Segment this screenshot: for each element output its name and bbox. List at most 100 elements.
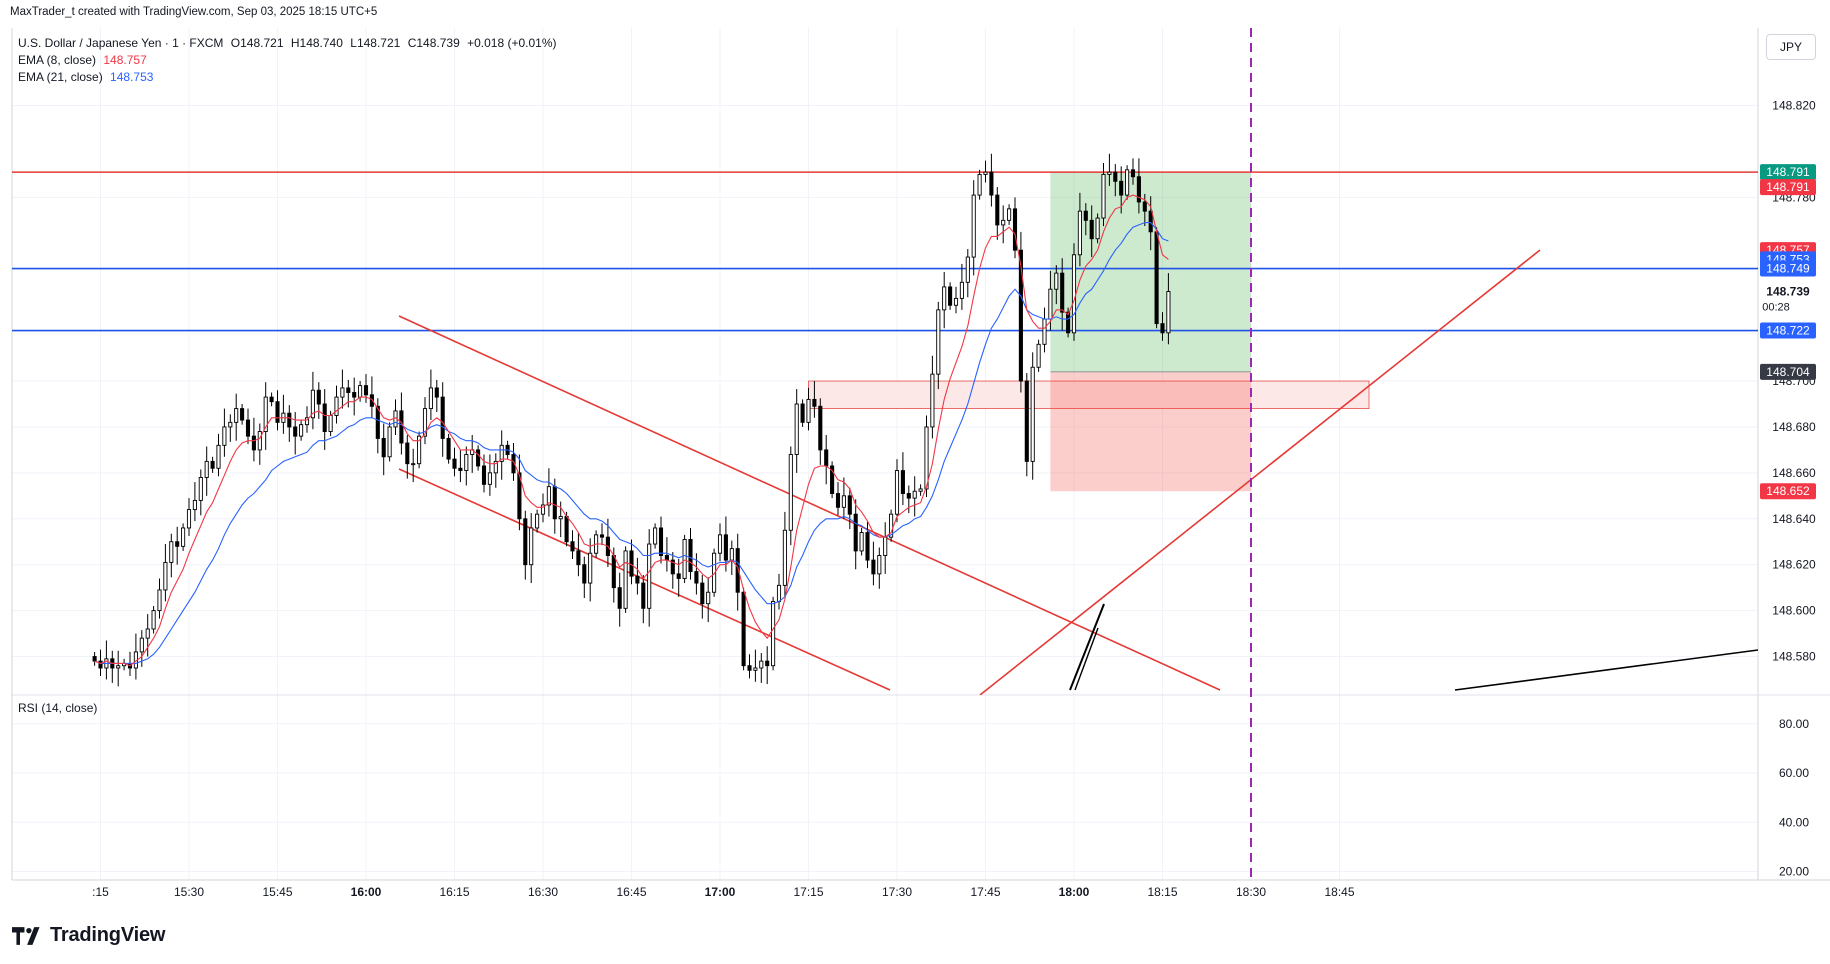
candle-up bbox=[971, 194, 976, 258]
candle-up bbox=[959, 281, 964, 299]
candle-up bbox=[682, 538, 687, 579]
candle-down bbox=[1083, 210, 1088, 221]
candle-up bbox=[1071, 254, 1077, 334]
ema21-line bbox=[94, 222, 1169, 664]
candle-up bbox=[759, 660, 764, 669]
candle-up bbox=[411, 463, 416, 466]
last-price-countdown: 00:28 bbox=[1762, 302, 1790, 314]
candle-up bbox=[788, 454, 793, 531]
candle-up bbox=[782, 529, 787, 586]
symbol-name[interactable]: U.S. Dollar / Japanese Yen · 1 · FXCM bbox=[18, 36, 224, 50]
candle-down bbox=[989, 171, 994, 196]
price-label-bg bbox=[1760, 179, 1816, 196]
candle-up bbox=[328, 415, 333, 432]
candle-up bbox=[216, 444, 221, 469]
candle-up bbox=[340, 387, 345, 398]
candle-up bbox=[794, 403, 799, 455]
candle-down bbox=[818, 405, 823, 451]
candle-down bbox=[658, 527, 664, 556]
candle-up bbox=[588, 552, 593, 584]
candle-down bbox=[564, 516, 569, 543]
candle-down bbox=[800, 403, 805, 423]
candle-up bbox=[924, 426, 929, 490]
price-label-text: 148.791 bbox=[1766, 180, 1810, 194]
candle-down bbox=[906, 493, 911, 499]
candle-up bbox=[310, 389, 315, 419]
candle-down bbox=[688, 538, 693, 573]
candle-up bbox=[204, 460, 209, 478]
candle-up bbox=[1054, 272, 1059, 290]
candle-down bbox=[1136, 176, 1141, 203]
ema8-legend[interactable]: EMA (8, close) 148.757 bbox=[18, 53, 147, 67]
last-price-value: 148.739 bbox=[1766, 285, 1810, 299]
price-label-bg bbox=[1760, 322, 1816, 339]
candle-up bbox=[977, 173, 982, 196]
price-label: 148.749 bbox=[1760, 260, 1816, 277]
candle-up bbox=[198, 477, 203, 501]
candle-down bbox=[1012, 208, 1018, 251]
candle-down bbox=[1160, 323, 1165, 334]
candle-down bbox=[481, 465, 487, 485]
time-axis: :15 15:30 15:45 16:00 16:15 16:30 16:45 17:00 17… bbox=[92, 885, 1355, 899]
tradingview-logo[interactable]: TradingView bbox=[12, 924, 165, 947]
price-label-bg bbox=[1760, 483, 1816, 500]
currency-button[interactable]: JPY bbox=[1766, 34, 1816, 60]
candle-down bbox=[352, 392, 357, 398]
candle-up bbox=[953, 297, 959, 306]
time-tick-label: 18:15 bbox=[1147, 885, 1177, 899]
candle-down bbox=[629, 550, 634, 577]
black-arrow-line-2 bbox=[1074, 627, 1099, 691]
price-label: 148.791 bbox=[1760, 179, 1816, 196]
ema21-legend[interactable]: EMA (21, close) 148.753 bbox=[18, 70, 153, 84]
candle-up bbox=[181, 527, 186, 547]
price-tick-label: 148.620 bbox=[1772, 558, 1816, 572]
candle-up bbox=[894, 470, 900, 515]
candle-up bbox=[192, 499, 197, 511]
candle-down bbox=[570, 541, 575, 552]
candle-down bbox=[741, 591, 746, 667]
candle-up bbox=[163, 561, 168, 591]
candle-up bbox=[771, 600, 776, 667]
candle-down bbox=[322, 403, 327, 432]
candle-down bbox=[747, 665, 752, 671]
candle-down bbox=[287, 412, 292, 428]
candle-up bbox=[234, 408, 239, 423]
rsi-legend[interactable]: RSI (14, close) bbox=[18, 701, 98, 715]
ohlc-open: 148.721 bbox=[240, 36, 284, 50]
time-tick-label: :15 bbox=[92, 885, 109, 899]
candle-down bbox=[240, 408, 245, 421]
rsi-tick-label: 40.00 bbox=[1779, 815, 1809, 829]
candle-down bbox=[275, 401, 280, 423]
candle-down bbox=[723, 534, 728, 561]
candle-down bbox=[517, 472, 522, 520]
black-arrow-line bbox=[1069, 603, 1105, 691]
channel-lower-line bbox=[398, 468, 891, 691]
candle-up bbox=[1036, 343, 1041, 368]
candle-down bbox=[853, 513, 858, 552]
candle-down bbox=[635, 575, 640, 584]
candle-up bbox=[883, 536, 888, 556]
candles bbox=[92, 153, 1171, 687]
candle-down bbox=[175, 541, 180, 547]
price-tick-label: 148.640 bbox=[1772, 512, 1816, 526]
candle-up bbox=[1107, 171, 1112, 175]
candle-down bbox=[835, 493, 841, 508]
candle-down bbox=[293, 426, 298, 437]
candle-down bbox=[1018, 249, 1023, 382]
price-label-text: 148.722 bbox=[1766, 324, 1810, 338]
candle-up bbox=[529, 527, 534, 566]
price-tick-label: 148.820 bbox=[1772, 99, 1816, 113]
candle-down bbox=[670, 559, 675, 575]
price-tick-label: 148.680 bbox=[1772, 420, 1816, 434]
candle-up bbox=[540, 504, 546, 515]
candle-up bbox=[912, 490, 917, 499]
trendlines bbox=[398, 249, 1541, 695]
candle-up bbox=[257, 431, 262, 451]
price-label-bg bbox=[1760, 164, 1816, 181]
candle-down bbox=[369, 394, 374, 407]
candle-down bbox=[847, 495, 852, 515]
candle-down bbox=[611, 555, 616, 589]
supply-zone bbox=[808, 380, 1370, 409]
channel-upper-line bbox=[398, 315, 1221, 691]
